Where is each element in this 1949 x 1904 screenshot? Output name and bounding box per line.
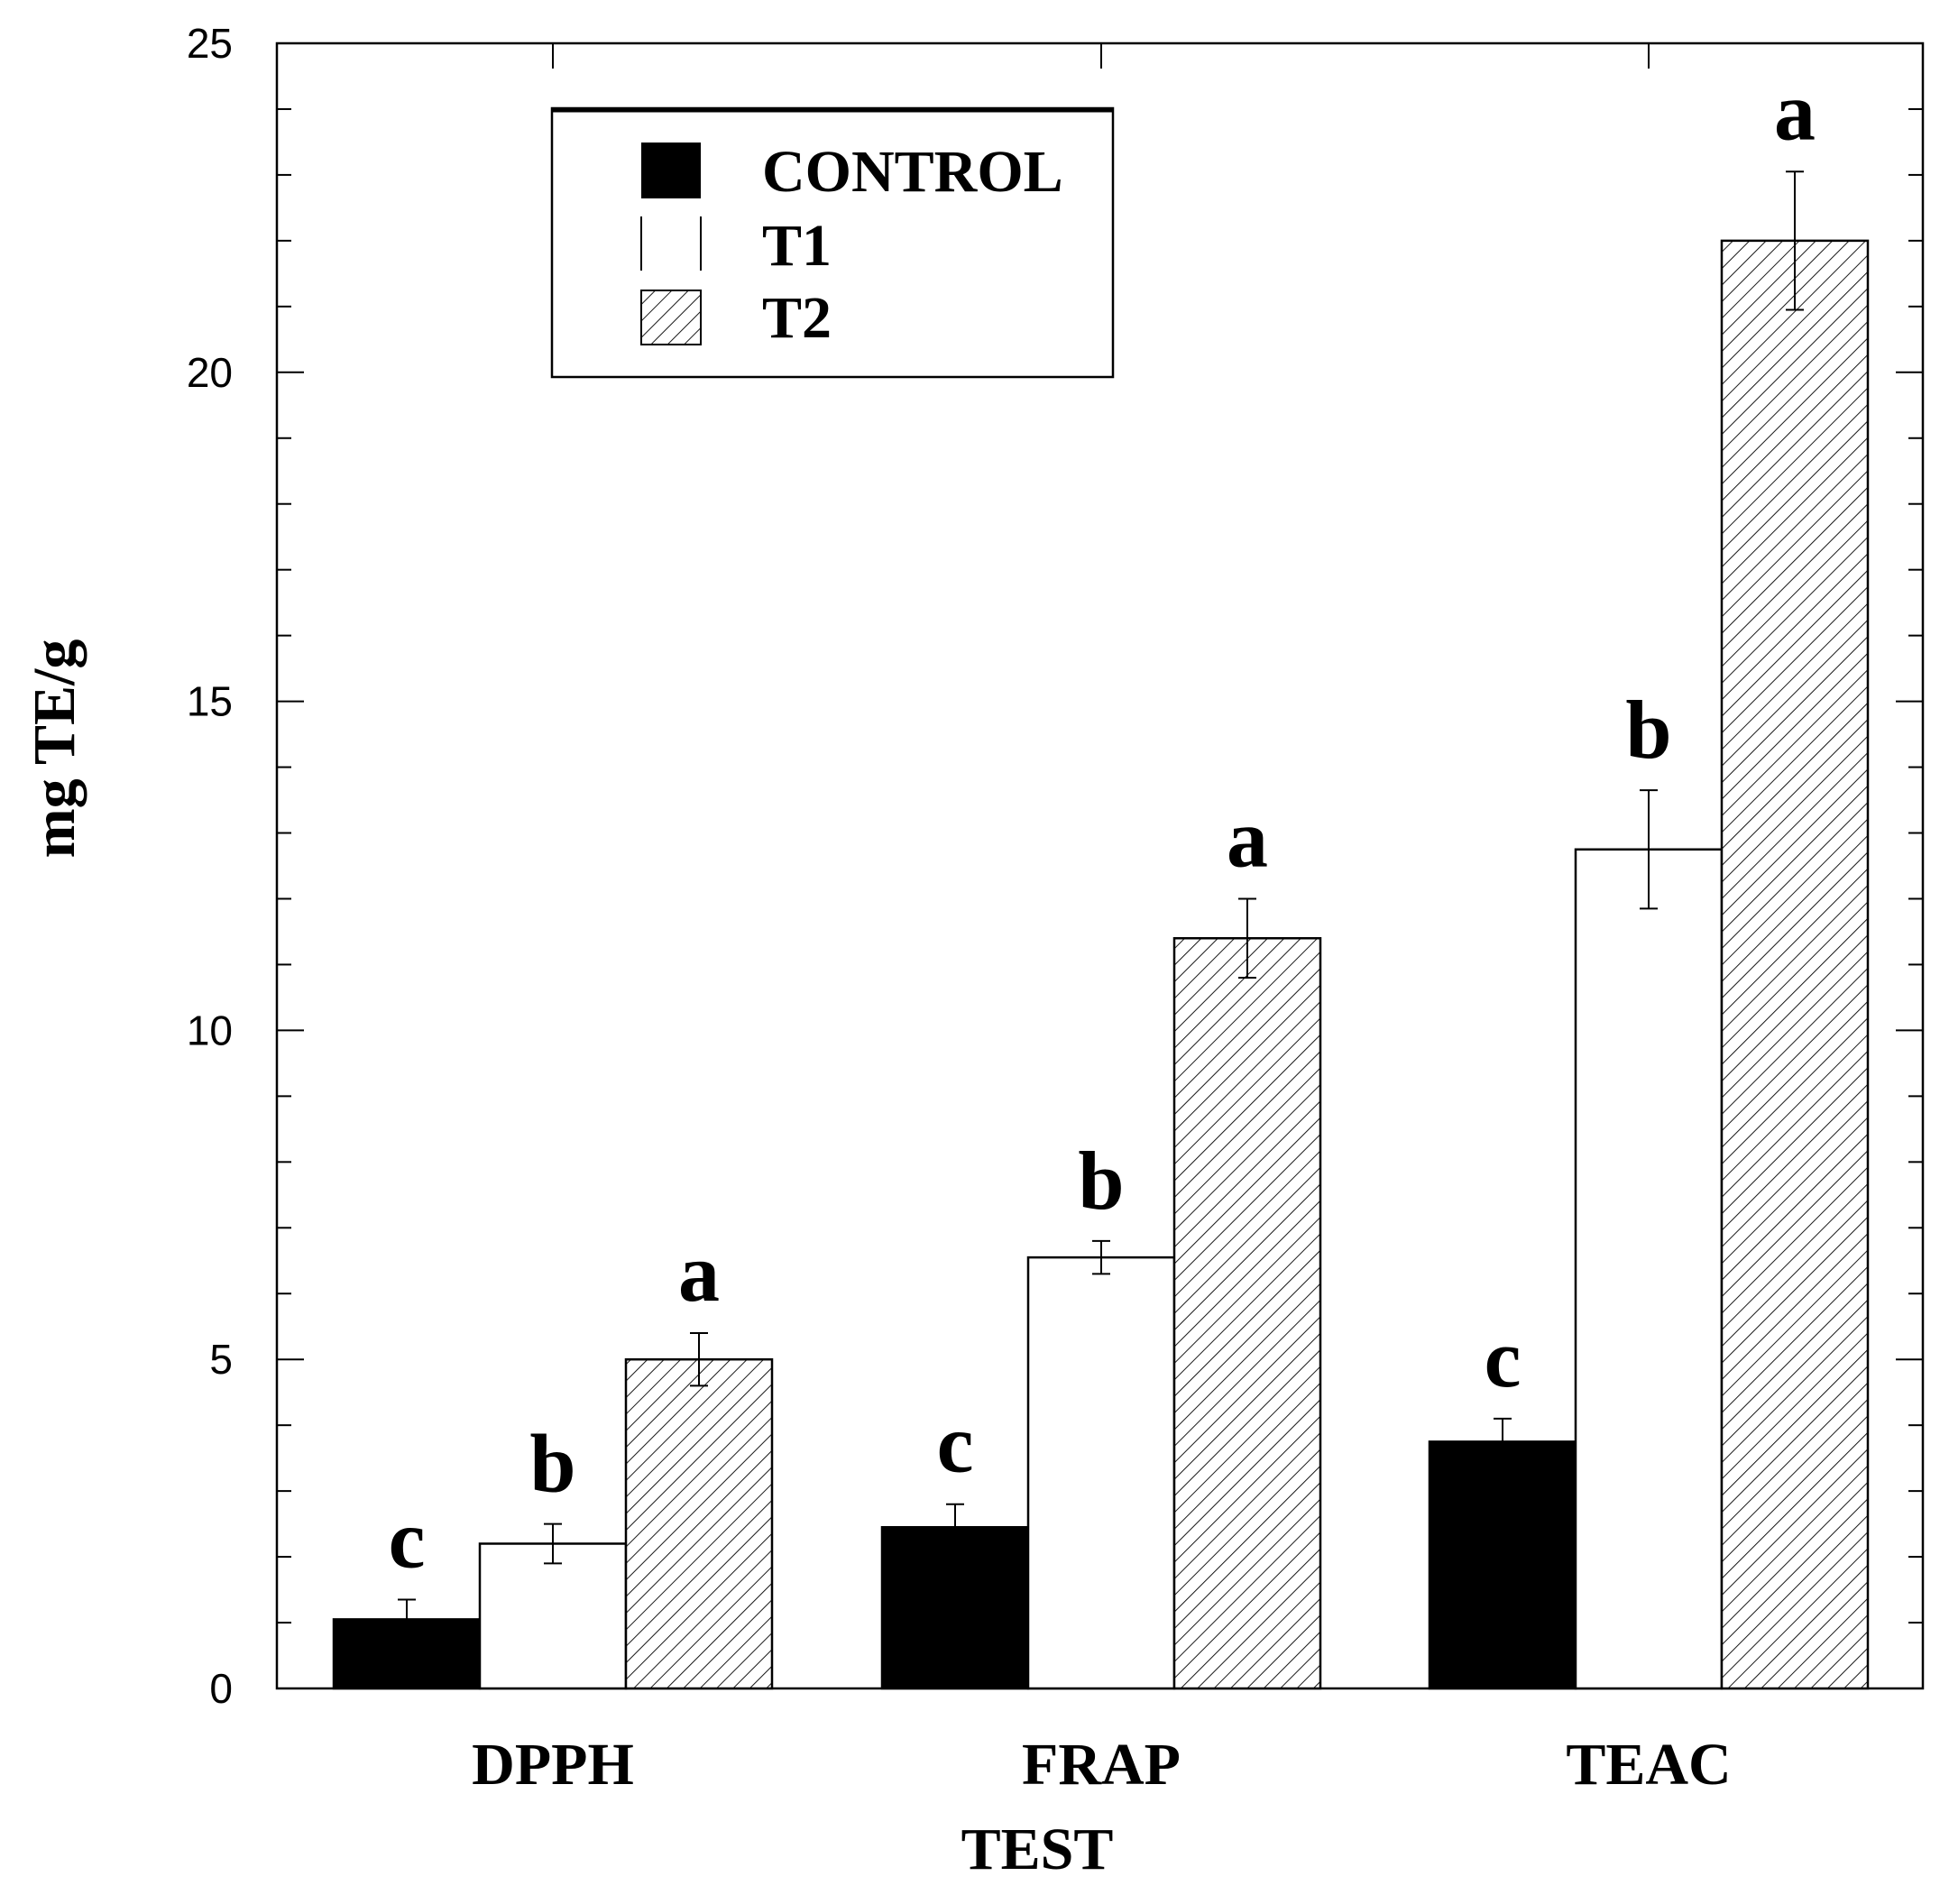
bar-t2-teac (1720, 239, 1870, 1690)
x-tick-label: DPPH (472, 1732, 634, 1798)
significance-letter: a (1227, 792, 1268, 884)
significance-letter: a (678, 1227, 720, 1319)
legend: CONTROL T1 T2 (550, 106, 1115, 379)
bar-control-frap (880, 1525, 1030, 1690)
legend-swatch-control (641, 143, 701, 198)
significance-letter: c (937, 1398, 974, 1490)
x-axis-title: TEST (961, 1817, 1114, 1882)
y-tick-label: 20 (187, 349, 233, 396)
bar-t1-frap (1026, 1256, 1176, 1690)
y-tick-label: 5 (209, 1336, 233, 1383)
significance-letter: a (1774, 65, 1816, 157)
significance-letter: c (389, 1494, 426, 1586)
y-tick-label: 25 (187, 20, 233, 67)
legend-label-t1: T1 (762, 213, 832, 279)
legend-label-t2: T2 (762, 285, 832, 351)
bar-t2-frap (1172, 937, 1322, 1690)
legend-swatch-t2 (640, 290, 702, 345)
bar-t1-teac (1574, 848, 1724, 1690)
y-tick-label: 0 (209, 1665, 233, 1712)
significance-letter: b (1625, 684, 1671, 776)
significance-letter: b (1078, 1135, 1124, 1227)
bar-t2-dpph (624, 1357, 774, 1690)
x-tick-label: FRAP (1022, 1732, 1181, 1798)
y-axis-title: mg TE/g (22, 639, 87, 859)
significance-letter: c (1485, 1312, 1522, 1404)
bar-control-teac (1428, 1440, 1577, 1690)
bar-t1-dpph (478, 1542, 628, 1690)
y-tick-label: 15 (187, 678, 233, 725)
x-tick-label: TEAC (1566, 1732, 1731, 1798)
significance-letter: b (529, 1418, 575, 1510)
y-tick-label: 10 (187, 1007, 233, 1053)
legend-label-control: CONTROL (762, 139, 1063, 205)
